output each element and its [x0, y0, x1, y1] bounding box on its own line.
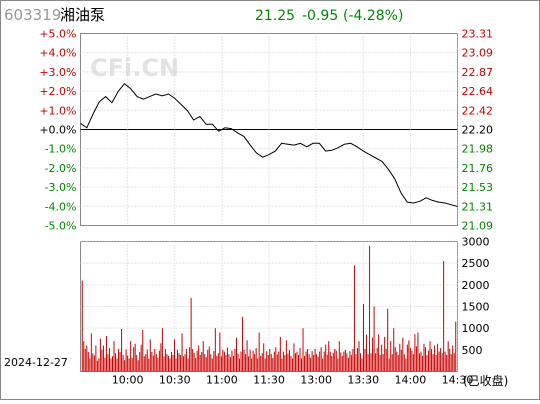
stock-name: 湘油泵: [60, 6, 105, 24]
pct-tick-label: -1.0%: [45, 143, 77, 156]
price-tick-label: 23.31: [462, 28, 494, 41]
time-tick-label: 14:00: [395, 374, 427, 387]
volume-tick-label: 2500: [462, 257, 490, 270]
price-change-pct: (-4.28%): [343, 8, 403, 24]
price-tick-label: 23.09: [462, 47, 494, 60]
pct-tick-label: -5.0%: [45, 220, 77, 233]
time-tick-label: 14:30: [442, 374, 474, 387]
pct-tick-label: +4.0%: [39, 47, 76, 60]
time-tick-label: 10:00: [112, 374, 144, 387]
price-tick-label: 22.20: [462, 124, 494, 137]
time-tick-label: 11:00: [206, 374, 238, 387]
time-tick-label: 11:30: [253, 374, 285, 387]
time-tick-label: 10:30: [159, 374, 191, 387]
last-price: 21.25: [255, 8, 295, 24]
pct-tick-label: +2.0%: [39, 85, 76, 98]
price-line: [80, 82, 458, 207]
stock-code: 603319: [4, 6, 61, 24]
closed-status: (已收盘): [463, 373, 508, 388]
price-tick-label: 22.87: [462, 66, 494, 79]
price-line-group: [80, 82, 458, 207]
pct-tick-label: +5.0%: [39, 28, 76, 41]
price-tick-label: 22.64: [462, 85, 494, 98]
pct-tick-label: +0.0%: [39, 124, 76, 137]
axis-labels: +5.0% 23.31 +4.0% 23.09 +3.0% 22.87 +2.0% 22.64…: [39, 28, 493, 387]
volume-tick-label: 500: [462, 344, 483, 357]
price-tick-label: 21.53: [462, 181, 494, 194]
pct-tick-label: +1.0%: [39, 104, 76, 117]
pct-tick-label: -4.0%: [45, 200, 77, 213]
pct-tick-label: +3.0%: [39, 66, 76, 79]
volume-tick-label: 1000: [462, 322, 490, 335]
price-tick-label: 21.31: [462, 200, 494, 213]
price-change: -0.95: [302, 8, 338, 24]
trade-date: 2024-12-27: [4, 356, 68, 369]
volume-bars: [81, 245, 457, 372]
volume-tick-label: 2000: [462, 279, 490, 292]
price-tick-label: 22.42: [462, 104, 494, 117]
price-tick-label: 21.76: [462, 162, 494, 175]
price-tick-label: 21.98: [462, 143, 494, 156]
pct-tick-label: -2.0%: [45, 162, 77, 175]
time-tick-label: 13:00: [300, 374, 332, 387]
price-tick-label: 21.09: [462, 220, 494, 233]
pct-tick-label: -3.0%: [45, 181, 77, 194]
volume-tick-label: 3000: [462, 236, 490, 249]
volume-tick-label: 1500: [462, 301, 490, 314]
time-tick-label: 13:30: [347, 374, 379, 387]
watermark-logo: CFi.CN: [90, 54, 179, 82]
